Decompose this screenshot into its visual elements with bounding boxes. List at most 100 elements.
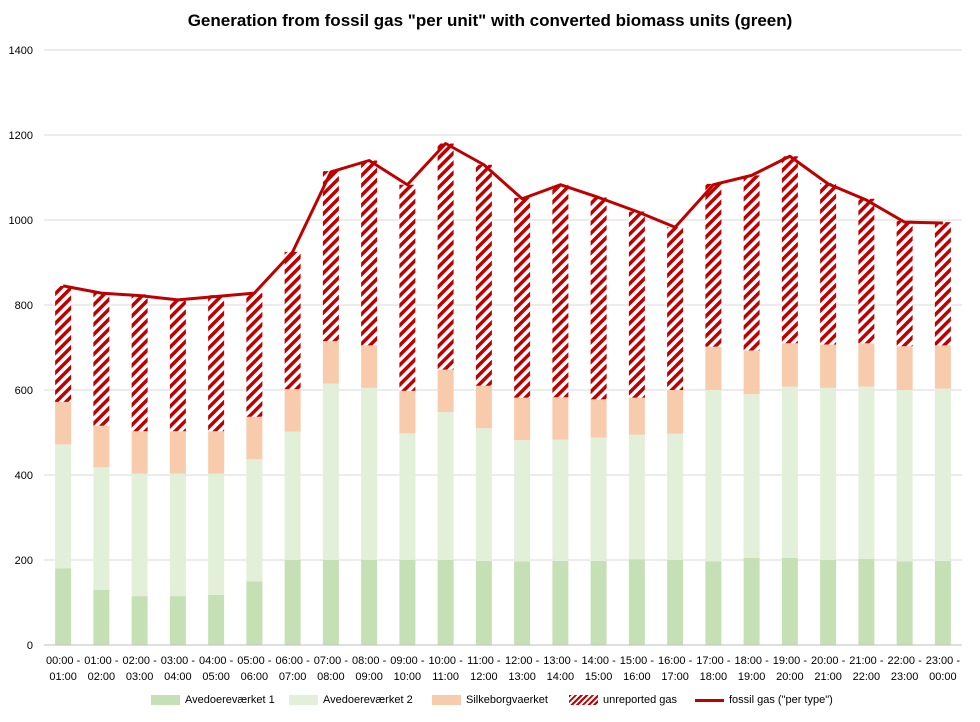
bar-unreported-gas bbox=[781, 156, 798, 344]
bar-silkeborgvaerket bbox=[475, 385, 492, 429]
bar-avedoerev-rket-1 bbox=[322, 560, 339, 645]
bar-unreported-gas bbox=[820, 183, 837, 345]
bar-avedoerev-rket-1 bbox=[552, 560, 569, 645]
bar-unreported-gas bbox=[131, 294, 148, 432]
x-tick-label: 09:00 bbox=[355, 671, 383, 683]
x-tick-label: 22:00 - bbox=[888, 655, 923, 667]
bar-silkeborgvaerket bbox=[322, 341, 339, 384]
x-tick-label: 19:00 - bbox=[773, 655, 808, 667]
bar-unreported-gas bbox=[246, 293, 263, 417]
y-tick-label: 1000 bbox=[9, 215, 33, 227]
bar-avedoerev-rket-1 bbox=[896, 561, 913, 645]
x-tick-label: 08:00 - bbox=[352, 655, 387, 667]
x-tick-label: 03:00 - bbox=[161, 655, 196, 667]
bar-avedoerev-rket-1 bbox=[55, 568, 72, 645]
x-tick-label: 18:00 bbox=[700, 671, 728, 683]
bar-avedoerev-rket-2 bbox=[781, 386, 798, 558]
bar-silkeborgvaerket bbox=[934, 345, 951, 389]
bar-silkeborgvaerket bbox=[743, 350, 760, 395]
bar-avedoerev-rket-1 bbox=[514, 561, 531, 645]
bar-silkeborgvaerket bbox=[208, 431, 225, 474]
x-tick-label: 02:00 - bbox=[123, 655, 158, 667]
bar-silkeborgvaerket bbox=[284, 389, 301, 432]
bars bbox=[55, 143, 951, 645]
bar-avedoerev-rket-2 bbox=[131, 473, 148, 597]
x-tick-label: 09:00 - bbox=[390, 655, 425, 667]
bar-unreported-gas bbox=[743, 175, 760, 351]
x-tick-label: 08:00 bbox=[317, 671, 345, 683]
fossil-gas-line bbox=[62, 142, 943, 302]
bar-avedoerev-rket-2 bbox=[437, 412, 454, 560]
x-tick-label: 05:00 bbox=[202, 671, 230, 683]
legend-item-avedoerevaerket-1: Avedoereværket 1 bbox=[151, 694, 275, 706]
bar-unreported-gas bbox=[667, 227, 684, 390]
x-tick-label: 21:00 bbox=[814, 671, 842, 683]
bar-unreported-gas bbox=[399, 184, 416, 391]
bar-silkeborgvaerket bbox=[628, 397, 645, 435]
x-tick-label: 22:00 bbox=[853, 671, 881, 683]
bar-avedoerev-rket-1 bbox=[743, 557, 760, 645]
bar-avedoerev-rket-2 bbox=[667, 433, 684, 560]
y-tick-label: 1200 bbox=[9, 130, 33, 142]
bar-silkeborgvaerket bbox=[93, 425, 110, 468]
bar-silkeborgvaerket bbox=[514, 397, 531, 441]
x-tick-label: 11:00 bbox=[432, 671, 459, 683]
y-tick-label: 1400 bbox=[9, 45, 33, 57]
x-tick-label: 07:00 - bbox=[314, 655, 349, 667]
bar-silkeborgvaerket bbox=[552, 397, 569, 440]
bar-unreported-gas bbox=[628, 211, 645, 398]
bar-avedoerev-rket-2 bbox=[934, 388, 951, 561]
bar-silkeborgvaerket bbox=[361, 345, 378, 388]
bar-unreported-gas bbox=[705, 183, 722, 347]
bar-unreported-gas bbox=[284, 251, 301, 390]
bar-unreported-gas bbox=[208, 295, 225, 432]
legend-item-avedoerevaerket-2: Avedoereværket 2 bbox=[289, 694, 413, 706]
legend-label: Silkeborgvaerket bbox=[466, 694, 548, 706]
x-tick-label: 00:00 bbox=[929, 671, 957, 683]
legend-swatch bbox=[695, 698, 724, 702]
y-tick-label: 600 bbox=[15, 385, 33, 397]
bar-avedoerev-rket-2 bbox=[590, 437, 607, 561]
x-tick-label: 02:00 bbox=[88, 671, 116, 683]
bar-avedoerev-rket-1 bbox=[705, 561, 722, 645]
bar-avedoerev-rket-2 bbox=[361, 387, 378, 560]
x-tick-label: 23:00 - bbox=[926, 655, 961, 667]
legend-item-silkeborgvaerket: Silkeborgvaerket bbox=[432, 694, 548, 706]
bar-unreported-gas bbox=[361, 160, 378, 346]
x-tick-label: 16:00 bbox=[623, 671, 651, 683]
legend-swatch bbox=[151, 695, 180, 705]
x-tick-label: 15:00 - bbox=[620, 655, 655, 667]
bar-unreported-gas bbox=[322, 171, 339, 342]
bar-unreported-gas bbox=[55, 285, 72, 402]
bar-silkeborgvaerket bbox=[820, 344, 837, 388]
bar-avedoerev-rket-2 bbox=[475, 428, 492, 561]
x-axis: 00:00 - 01:00 01:00 - 02:00 02:00 - 03:00 03:0… bbox=[44, 644, 962, 683]
bar-unreported-gas bbox=[93, 292, 110, 426]
x-tick-label: 20:00 - bbox=[811, 655, 846, 667]
legend-swatch bbox=[289, 695, 318, 705]
x-tick-label: 12:00 bbox=[470, 671, 498, 683]
bar-unreported-gas bbox=[590, 197, 607, 400]
bar-avedoerev-rket-1 bbox=[628, 559, 645, 645]
bar-avedoerev-rket-2 bbox=[896, 390, 913, 562]
bar-avedoerev-rket-2 bbox=[93, 467, 110, 590]
bar-avedoerev-rket-2 bbox=[628, 434, 645, 560]
bar-unreported-gas bbox=[896, 220, 913, 347]
bar-avedoerev-rket-2 bbox=[169, 473, 186, 597]
x-tick-label: 12:00 - bbox=[505, 655, 540, 667]
y-tick-label: 400 bbox=[15, 470, 33, 482]
x-tick-label: 18:00 - bbox=[735, 655, 770, 667]
legend-label: unreported gas bbox=[603, 694, 677, 706]
bar-avedoerev-rket-1 bbox=[590, 560, 607, 645]
y-tick-label: 200 bbox=[15, 555, 33, 567]
x-tick-label: 05:00 - bbox=[237, 655, 272, 667]
bar-unreported-gas bbox=[437, 143, 454, 370]
bar-unreported-gas bbox=[169, 300, 186, 432]
legend-item-fossil-gas: fossil gas ("per type") bbox=[695, 694, 833, 706]
bar-silkeborgvaerket bbox=[705, 346, 722, 390]
bar-silkeborgvaerket bbox=[667, 390, 684, 434]
x-tick-label: 06:00 - bbox=[276, 655, 311, 667]
x-tick-label: 17:00 bbox=[661, 671, 689, 683]
